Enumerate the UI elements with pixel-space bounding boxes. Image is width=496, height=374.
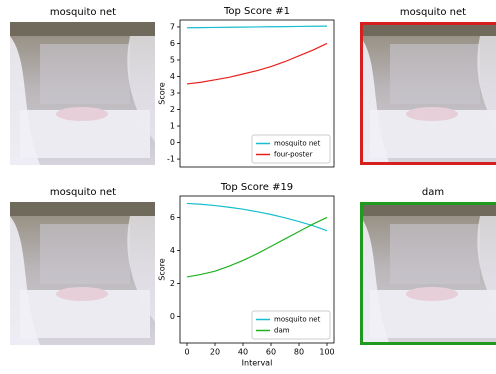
image-title: mosquito net bbox=[400, 7, 466, 18]
y-axis-label: Score bbox=[158, 82, 167, 104]
y-tick-label: 2 bbox=[170, 105, 175, 114]
x-tick-label: 20 bbox=[210, 348, 220, 357]
plot-frame bbox=[179, 195, 335, 344]
y-tick-label: 4 bbox=[170, 246, 175, 255]
series-line bbox=[186, 216, 328, 278]
chart-title: Top Score #19 bbox=[220, 182, 293, 193]
image-title: mosquito net bbox=[50, 7, 116, 18]
y-tick-label: 0 bbox=[170, 138, 175, 147]
legend-label: mosquito net bbox=[274, 316, 321, 324]
legend-label: dam bbox=[274, 327, 290, 335]
y-tick-label: 1 bbox=[170, 122, 175, 131]
y-tick-label: 5 bbox=[170, 55, 175, 64]
series-line bbox=[186, 25, 328, 29]
y-tick-label: 6 bbox=[170, 213, 175, 222]
legend-label: four-poster bbox=[274, 151, 313, 159]
x-tick-label: 80 bbox=[294, 348, 304, 357]
series-line bbox=[186, 42, 328, 85]
x-axis-label: Interval bbox=[242, 359, 273, 368]
y-tick-label: -1 bbox=[167, 155, 175, 164]
image-title: mosquito net bbox=[50, 187, 116, 198]
y-tick-label: 4 bbox=[170, 72, 175, 81]
x-tick-label: 0 bbox=[184, 348, 189, 357]
y-tick-label: 0 bbox=[170, 312, 175, 321]
image bbox=[360, 202, 496, 345]
image bbox=[10, 22, 155, 165]
image bbox=[360, 22, 496, 165]
y-tick-label: 6 bbox=[170, 39, 175, 48]
x-tick-label: 40 bbox=[238, 348, 248, 357]
legend-box bbox=[251, 134, 331, 164]
image-border bbox=[360, 22, 496, 165]
legend-box bbox=[251, 310, 331, 340]
x-tick-label: 60 bbox=[266, 348, 276, 357]
y-tick-label: 7 bbox=[170, 22, 175, 31]
image bbox=[10, 202, 155, 345]
series-line bbox=[186, 202, 328, 232]
image-border bbox=[360, 202, 496, 345]
y-tick-label: 3 bbox=[170, 89, 175, 98]
y-axis-label: Score bbox=[158, 258, 167, 280]
chart-title: Top Score #1 bbox=[223, 6, 290, 17]
legend-label: mosquito net bbox=[274, 140, 321, 148]
image-title: dam bbox=[422, 187, 444, 198]
y-tick-label: 2 bbox=[170, 279, 175, 288]
x-tick-label: 100 bbox=[319, 348, 334, 357]
plot-frame bbox=[179, 19, 335, 168]
